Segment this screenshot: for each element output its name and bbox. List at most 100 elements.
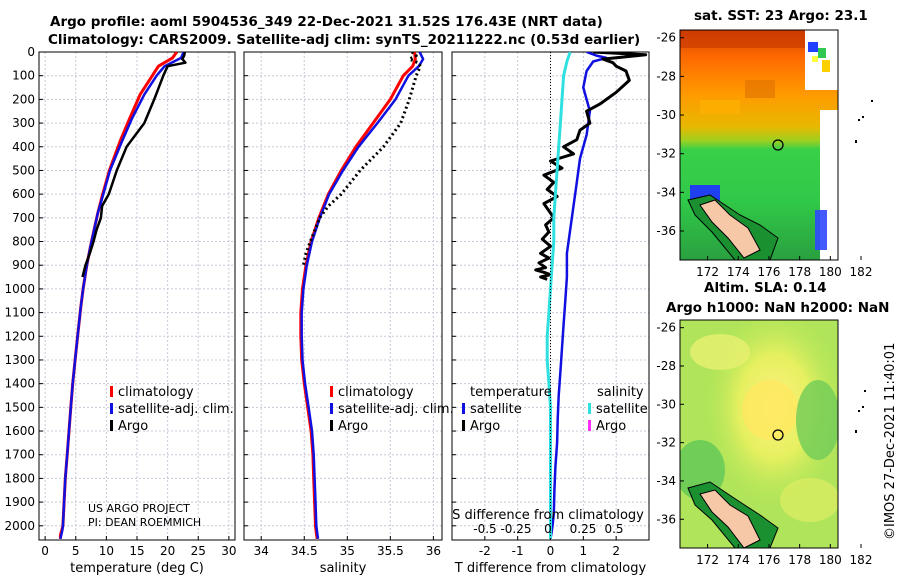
y-tick-label: 1100 xyxy=(4,306,35,320)
sst-map-ticks: -26 -28 -30 -32 -34 -36 172 174 176 178 180 182 xyxy=(656,31,872,279)
x-tick-label: 0 xyxy=(41,544,49,558)
y-tick-label: 600 xyxy=(12,187,35,201)
map-lat-tick-label: -28 xyxy=(656,69,676,83)
map-lon-tick-label: 180 xyxy=(819,265,842,279)
map-lat-tick-label: -26 xyxy=(656,321,676,335)
x-tick-label: 1 xyxy=(580,544,588,558)
x-axis-label: temperature (deg C) xyxy=(70,561,204,576)
sla-patch xyxy=(690,334,750,370)
legend-label-climatology: climatology xyxy=(118,385,194,400)
x2-tick-label: -0.25 xyxy=(500,522,531,536)
map-lat-tick-label: -36 xyxy=(656,512,676,526)
map-lat-tick-label: -32 xyxy=(656,436,676,450)
sst-patch xyxy=(812,56,818,62)
x-tick-label: 34.5 xyxy=(291,544,318,558)
legend-header-temperature: temperature xyxy=(470,385,552,400)
x2-tick-label: 0.25 xyxy=(570,522,597,536)
series-line-sal-satellite xyxy=(545,52,572,539)
map-lat-tick-label: -36 xyxy=(656,224,676,238)
x-axis-label: T difference from climatology xyxy=(454,561,647,576)
y-tick-label: 0 xyxy=(27,45,35,59)
figure-title-line2: Climatology: CARS2009. Satellite-adj cli… xyxy=(48,32,640,48)
island xyxy=(855,430,857,433)
x-tick-label: -1 xyxy=(512,544,524,558)
sst-field-north xyxy=(680,30,838,48)
map-lat-tick-label: -30 xyxy=(656,108,676,122)
temperature-panel: 0100200300400500600700800900100011001200… xyxy=(4,45,236,576)
island xyxy=(862,406,864,408)
sst-map xyxy=(680,30,838,260)
legend-swatch-sal-satellite xyxy=(588,403,591,414)
sst-land xyxy=(699,199,761,259)
legend-swatch-argo xyxy=(110,420,113,431)
legend-swatch-climatology xyxy=(330,386,333,397)
x-tick-label: 25 xyxy=(191,544,206,558)
x-tick-label: 10 xyxy=(99,544,114,558)
x-tick-label: 35.5 xyxy=(377,544,404,558)
island xyxy=(855,140,857,143)
series-line-argo xyxy=(301,52,422,266)
legend-label-sal-satellite: satellite xyxy=(596,402,648,417)
temperature-legend: climatology satellite-adj. clim. Argo xyxy=(110,385,234,434)
sla-land xyxy=(699,489,761,548)
sst-cold-patch xyxy=(815,210,827,250)
sla-islands xyxy=(855,390,866,433)
x-tick-label: 20 xyxy=(160,544,175,558)
island xyxy=(864,390,866,392)
legend-swatch-argo xyxy=(330,420,333,431)
sst-patch xyxy=(745,80,775,98)
sla-map-frame xyxy=(679,319,839,549)
map-lat-tick-label: -30 xyxy=(656,397,676,411)
map-lon-tick-label: 180 xyxy=(819,553,842,567)
x2-axis-label: S difference from climatology xyxy=(452,508,644,523)
x-tick-label: 34 xyxy=(254,544,269,558)
island xyxy=(871,100,873,102)
map-lon-tick-label: 182 xyxy=(850,553,873,567)
sla-patch xyxy=(780,478,838,522)
sst-patch xyxy=(822,60,830,72)
legend-label-satellite: satellite-adj. clim. xyxy=(338,402,454,417)
series-line-argo xyxy=(81,52,187,278)
map-lon-tick-label: 176 xyxy=(758,265,781,279)
legend-label-argo: Argo xyxy=(118,419,148,434)
argo-position-marker xyxy=(772,139,784,151)
legend-swatch-climatology xyxy=(110,386,113,397)
legend-label-climatology: climatology xyxy=(338,385,414,400)
series-line-temp-argo xyxy=(534,52,648,281)
x-tick-label: 30 xyxy=(221,544,236,558)
x2-tick-label: -0.5 xyxy=(473,522,496,536)
y-tick-label: 1800 xyxy=(4,471,35,485)
y-tick-label: 300 xyxy=(12,116,35,130)
map-lat-tick-label: -34 xyxy=(656,185,676,199)
sst-patch xyxy=(700,100,740,114)
island xyxy=(858,410,860,412)
x-axis-label: salinity xyxy=(320,561,367,576)
x-tick-label: 15 xyxy=(129,544,144,558)
sst-map-title: sat. SST: 23 Argo: 23.1 xyxy=(694,8,868,24)
y-tick-label: 1600 xyxy=(4,424,35,438)
map-lon-tick-label: 178 xyxy=(788,553,811,567)
y-tick-label: 1400 xyxy=(4,377,35,391)
sla-map-title-line1: Altim. SLA: 0.14 xyxy=(704,280,826,296)
x-tick-label: 5 xyxy=(72,544,80,558)
x-tick-label: 0 xyxy=(547,544,555,558)
series-line-satellite xyxy=(300,52,425,539)
map-lon-tick-label: 172 xyxy=(696,553,719,567)
sla-patch xyxy=(796,380,838,460)
y-tick-label: 400 xyxy=(12,140,35,154)
legend-swatch-temp-argo xyxy=(462,420,465,431)
map-lat-tick-label: -34 xyxy=(656,474,676,488)
sla-map-ticks: -26 -28 -30 -32 -34 -36 172 174 176 178 180 182 xyxy=(656,321,872,567)
copyright-stamp: ©IMOS 27-Dec-2021 11:40:01 xyxy=(883,343,898,540)
legend-swatch-sal-argo xyxy=(588,420,591,431)
map-lat-tick-label: -26 xyxy=(656,31,676,45)
sst-cold-patch xyxy=(808,42,818,52)
island xyxy=(858,119,860,121)
sla-patch xyxy=(742,380,798,440)
legend-label-satellite: satellite-adj. clim. xyxy=(118,402,234,417)
y-tick-label: 1000 xyxy=(4,282,35,296)
legend-swatch-satellite xyxy=(110,403,113,414)
map-lat-tick-label: -32 xyxy=(656,147,676,161)
argo-position-marker xyxy=(772,429,784,441)
